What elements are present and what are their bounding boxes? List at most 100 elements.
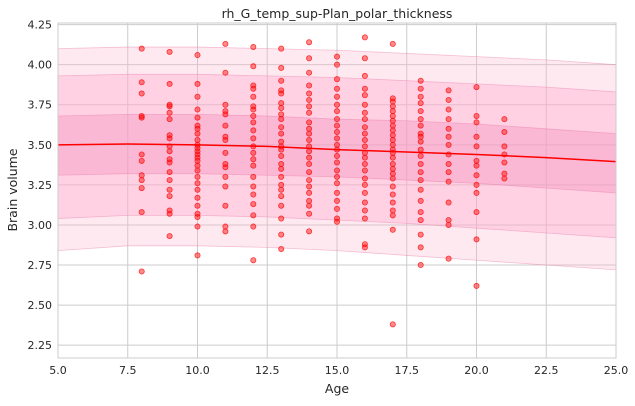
scatter-point [333,61,340,68]
scatter-point [333,53,340,60]
scatter-point [166,132,173,139]
scatter-point [445,96,452,103]
scatter-point [417,93,424,100]
scatter-point [306,82,313,89]
y-tick-label: 2.75 [28,259,53,272]
scatter-point [278,143,285,150]
scatter-point [166,103,173,110]
scatter-point [333,146,340,153]
y-tick-label: 3.00 [28,219,53,232]
scatter-point [445,87,452,94]
axes: 5.0 7.5 10.0 12.5 15.0 17.5 20.0 22.5 25.0 2.25 2.… [28,19,629,377]
scatter-point [138,268,145,275]
scatter-point [194,148,201,155]
scatter-point [222,202,229,209]
scatter-point [417,77,424,84]
scatter-point [250,106,257,113]
scatter-point [333,116,340,123]
scatter-point [306,154,313,161]
scatter-point [166,156,173,163]
scatter-point [278,186,285,193]
scatter-point [501,128,508,135]
scatter-point [278,64,285,71]
scatter-point [166,159,173,166]
scatter-point [194,52,201,59]
scatter-point [417,197,424,204]
scatter-point [138,151,145,158]
x-tick-label: 12.5 [255,364,280,377]
scatter-point [445,141,452,148]
scatter-point [166,193,173,200]
scatter-point [222,101,229,108]
scatter-point [361,124,368,131]
scatter-point [501,159,508,166]
scatter-point [306,55,313,62]
scatter-point [389,146,396,153]
scatter-point [333,93,340,100]
scatter-point [306,202,313,209]
scatter-point [250,191,257,198]
x-tick-label: 5.0 [49,364,67,377]
scatter-point [194,210,201,217]
scatter-point [278,215,285,222]
scatter-point [222,228,229,235]
scatter-point [250,63,257,70]
scatter-point [333,122,340,129]
scatter-point [166,233,173,240]
scatter-point [194,173,201,180]
y-axis-label: Brain volume [5,148,20,231]
scatter-point [250,162,257,169]
x-axis-label: Age [325,381,349,396]
scatter-point [361,72,368,79]
scatter-point [473,236,480,243]
scatter-point [361,137,368,144]
scatter-point [278,130,285,137]
scatter-point [166,186,173,193]
scatter-point [250,212,257,219]
x-tick-label: 22.5 [534,364,559,377]
x-tick-label: 15.0 [325,364,350,377]
scatter-point [333,205,340,212]
scatter-point [361,167,368,174]
scatter-point [306,210,313,217]
scatter-point [138,112,145,119]
scatter-point [166,116,173,123]
scatter-point [361,55,368,62]
scatter-point [278,202,285,209]
scatter-point [333,159,340,166]
scatter-point [389,95,396,102]
scatter-point [194,252,201,259]
scatter-point [445,133,452,140]
scatter-point [445,178,452,185]
scatter-point [361,143,368,150]
scatter-point [473,181,480,188]
scatter-point [417,186,424,193]
scatter-point [222,149,229,156]
scatter-point [361,244,368,251]
scatter-point [473,112,480,119]
x-tick-label: 25.0 [604,364,629,377]
scatter-point [222,108,229,115]
plot-frame [57,22,617,359]
scatter-point [473,133,480,140]
scatter-point [417,153,424,160]
scatter-point [306,137,313,144]
scatter-point [445,125,452,132]
scatter-point [306,103,313,110]
scatter-point [278,165,285,172]
y-tick-label: 3.25 [28,179,53,192]
scatter-point [138,79,145,86]
scatter-point [417,209,424,216]
scatter-point [194,186,201,193]
scatter-point [194,202,201,209]
scatter-point [306,228,313,235]
scatter-point [194,151,201,158]
scatter-point [306,183,313,190]
scatter-point [306,109,313,116]
scatter-point [306,177,313,184]
scatter-point [306,189,313,196]
scatter-point [166,177,173,184]
scatter-point [222,111,229,118]
scatter-point [333,197,340,204]
